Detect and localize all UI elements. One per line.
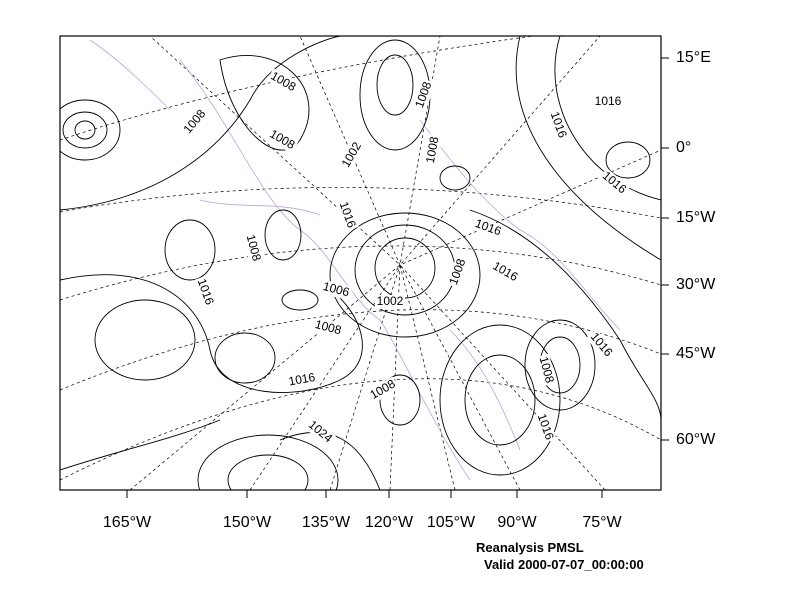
graticule — [60, 36, 661, 490]
contour-label-bg — [585, 329, 617, 361]
caption-title: Reanalysis PMSL — [476, 540, 584, 555]
contour-label-bg — [266, 68, 300, 96]
y-tick-label: 60°W — [676, 431, 716, 448]
x-tick-label: 75°W — [582, 514, 622, 531]
contour-label: 1008 — [423, 135, 441, 164]
x-tick-label: 105°W — [427, 514, 476, 531]
contour-label-bg — [423, 134, 443, 166]
caption-valid: Valid 2000-07-07_00:00:00 — [484, 557, 644, 572]
contour-label-bg — [412, 78, 436, 112]
contour-label-bg — [319, 279, 353, 301]
contour-label: 1016 — [287, 370, 316, 388]
contour-label-bg — [242, 231, 264, 265]
contour-label: 1016 — [595, 94, 622, 108]
contour-label: 1002 — [377, 294, 404, 308]
contour-label: 1008 — [244, 233, 265, 263]
contour-label-bg — [335, 198, 359, 232]
y-tick-label: 15°E — [676, 49, 711, 66]
contour-label-bg — [304, 416, 336, 448]
contour-label-bg — [179, 106, 211, 138]
contour-label-bg — [265, 126, 299, 154]
contour-label-bg — [471, 216, 505, 240]
contour-label-bg — [533, 410, 557, 444]
contour-label-bg — [286, 370, 318, 390]
contour-label-bg — [593, 95, 623, 109]
contour-label: 1006 — [322, 279, 352, 300]
x-tick-label: 120°W — [365, 514, 414, 531]
x-tick-label: 165°W — [103, 514, 152, 531]
contour-label-bg — [366, 376, 400, 404]
contour-label-bg — [546, 108, 570, 142]
contour-label-bg — [535, 353, 557, 387]
contour-label-bg — [338, 138, 366, 172]
contour-label-bg — [488, 258, 522, 286]
x-tick-label: 90°W — [497, 514, 537, 531]
y-tick-label: 45°W — [676, 345, 716, 362]
contour-label-bg — [598, 167, 630, 199]
y-tick-label: 30°W — [676, 276, 716, 293]
map-area — [60, 36, 661, 490]
contour-label-bg — [311, 317, 345, 339]
contour-label: 1008 — [537, 355, 558, 385]
contour-label: 1008 — [314, 317, 344, 338]
x-tick-label: 150°W — [223, 514, 272, 531]
contour-label-bg — [375, 295, 405, 309]
contour-label-bg — [193, 275, 217, 309]
contour-label-bg — [446, 255, 470, 289]
map-frame — [59, 35, 662, 491]
y-tick-label: 0° — [676, 139, 691, 156]
y-tick-label: 15°W — [676, 209, 716, 226]
isobars — [60, 36, 661, 490]
x-tick-label: 135°W — [302, 514, 351, 531]
